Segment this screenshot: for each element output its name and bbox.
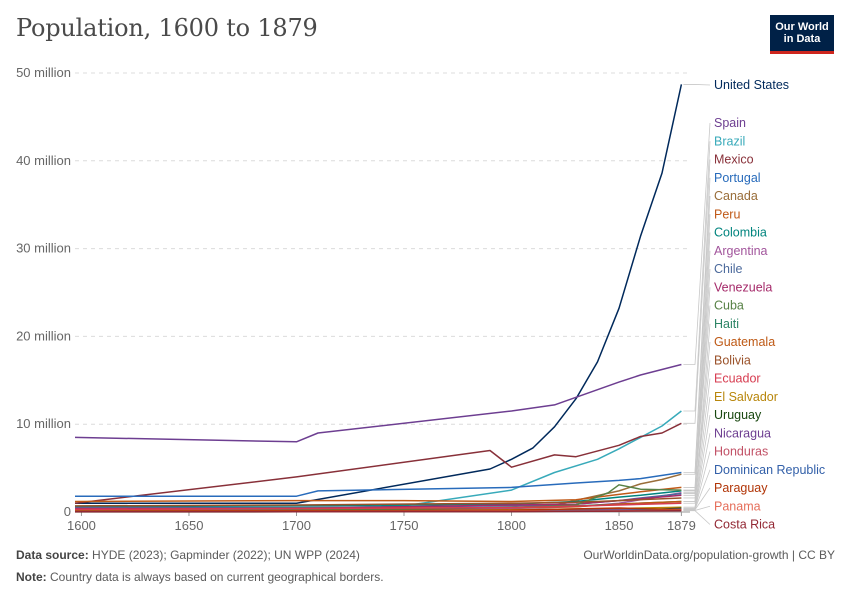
legend-label-haiti[interactable]: Haiti xyxy=(714,317,739,331)
source-text: HYDE (2023); Gapminder (2022); UN WPP (2… xyxy=(92,548,360,562)
series-line-costa-rica[interactable] xyxy=(74,509,682,513)
legend-connector xyxy=(683,360,711,499)
y-tick-label: 10 million xyxy=(16,416,71,431)
logo-line-2: in Data xyxy=(783,33,821,45)
chart-title: Population, 1600 to 1879 xyxy=(16,14,318,42)
series-line-colombia[interactable] xyxy=(74,490,682,508)
y-tick-label: 40 million xyxy=(16,153,71,168)
legend-label-cuba[interactable]: Cuba xyxy=(714,299,744,313)
y-tick-label: 50 million xyxy=(16,65,71,80)
x-tick-label: 1650 xyxy=(175,518,204,533)
series-line-paraguay[interactable] xyxy=(74,507,682,512)
x-tick-label: 1850 xyxy=(605,518,634,533)
x-tick-label: 1750 xyxy=(390,518,419,533)
legend-label-dominican-republic[interactable]: Dominican Republic xyxy=(714,463,825,477)
legend-connector xyxy=(683,84,711,86)
x-tick-label: 1879 xyxy=(667,518,696,533)
y-tick-label: 20 million xyxy=(16,328,71,343)
source-url[interactable]: OurWorldinData.org/population-growth | C… xyxy=(583,548,835,562)
y-tick-label: 0 xyxy=(64,504,71,519)
legend-label-brazil[interactable]: Brazil xyxy=(714,134,745,148)
legend-connector xyxy=(683,141,711,412)
legend-label-argentina[interactable]: Argentina xyxy=(714,244,768,258)
x-tick-label: 1800 xyxy=(497,518,526,533)
note-line: Note: Country data is always based on cu… xyxy=(16,570,384,584)
legend-connector xyxy=(683,122,711,365)
source-label: Data source: xyxy=(16,548,89,562)
x-tick-label: 1700 xyxy=(282,518,311,533)
legend-label-el-salvador[interactable]: El Salvador xyxy=(714,390,778,404)
series-line-mexico[interactable] xyxy=(74,422,682,504)
legend-connector xyxy=(683,487,711,511)
legend-connector xyxy=(683,159,711,424)
legend-label-mexico[interactable]: Mexico xyxy=(714,153,754,167)
legend-layer: United States Spain Brazil Mexico Portugal Ca… xyxy=(683,78,825,532)
legend-label-peru[interactable]: Peru xyxy=(714,207,740,221)
legend-label-venezuela[interactable]: Venezuela xyxy=(714,280,772,294)
legend-label-spain[interactable]: Spain xyxy=(714,116,746,130)
series-line-bolivia[interactable] xyxy=(74,497,682,507)
legend-label-ecuador[interactable]: Ecuador xyxy=(714,372,761,386)
legend-connector xyxy=(683,305,711,491)
legend-connector xyxy=(683,195,711,475)
legend-connector xyxy=(683,378,711,504)
legend-connector xyxy=(683,510,711,525)
legend-label-chile[interactable]: Chile xyxy=(714,262,743,276)
legend-label-panama[interactable]: Panama xyxy=(714,499,761,513)
legend-label-honduras[interactable]: Honduras xyxy=(714,445,768,459)
owid-logo[interactable]: Our World in Data xyxy=(770,15,834,54)
series-line-ecuador[interactable] xyxy=(74,502,682,511)
legend-label-portugal[interactable]: Portugal xyxy=(714,171,761,185)
series-line-peru[interactable] xyxy=(74,486,682,503)
legend-label-uruguay[interactable]: Uruguay xyxy=(714,408,762,422)
legend-label-nicaragua[interactable]: Nicaragua xyxy=(714,426,771,440)
logo-line-1: Our World xyxy=(775,21,829,33)
axis-layer: 0 10 million 20 million 30 million 40 millio… xyxy=(16,65,696,533)
legend-label-united-states[interactable]: United States xyxy=(714,78,789,92)
y-tick-label: 30 million xyxy=(16,241,71,256)
legend-label-guatemala[interactable]: Guatemala xyxy=(714,335,775,349)
series-line-portugal[interactable] xyxy=(75,471,682,497)
legend-label-bolivia[interactable]: Bolivia xyxy=(714,353,751,367)
source-line: Data source: HYDE (2023); Gapminder (202… xyxy=(16,548,360,562)
legend-label-paraguay[interactable]: Paraguay xyxy=(714,481,768,495)
series-layer xyxy=(74,84,683,513)
series-line-united-states[interactable] xyxy=(75,84,683,504)
grid-layer xyxy=(75,72,690,513)
legend-label-canada[interactable]: Canada xyxy=(714,189,758,203)
note-label: Note: xyxy=(16,570,47,584)
series-line-spain[interactable] xyxy=(74,363,682,443)
legend-label-costa-rica[interactable]: Costa Rica xyxy=(714,518,775,532)
x-tick-label: 1600 xyxy=(67,518,96,533)
note-text: Country data is always based on current … xyxy=(50,570,384,584)
legend-label-colombia[interactable]: Colombia xyxy=(714,226,767,240)
